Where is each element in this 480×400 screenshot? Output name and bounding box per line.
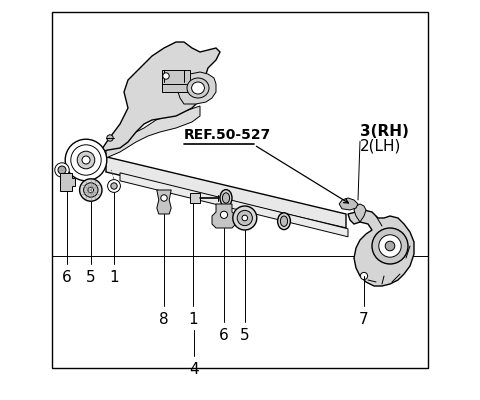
Circle shape <box>77 151 95 169</box>
Text: 5: 5 <box>86 270 96 285</box>
Ellipse shape <box>220 190 232 206</box>
Ellipse shape <box>222 193 229 203</box>
Polygon shape <box>339 198 358 210</box>
Ellipse shape <box>192 82 204 94</box>
Circle shape <box>55 163 69 177</box>
Circle shape <box>220 211 228 218</box>
Text: 6: 6 <box>62 270 72 285</box>
Polygon shape <box>106 157 346 228</box>
Ellipse shape <box>280 216 288 226</box>
Bar <box>52 12 428 368</box>
Circle shape <box>233 206 257 230</box>
Text: 1: 1 <box>188 312 198 327</box>
Circle shape <box>84 183 98 197</box>
Text: 7: 7 <box>359 312 369 327</box>
Bar <box>162 70 190 92</box>
Circle shape <box>237 210 252 226</box>
Text: 8: 8 <box>159 312 169 327</box>
Circle shape <box>163 73 169 79</box>
Text: 1: 1 <box>109 270 119 285</box>
Circle shape <box>111 183 117 189</box>
Circle shape <box>242 215 248 221</box>
Circle shape <box>161 195 167 201</box>
Circle shape <box>360 272 368 280</box>
Text: 3(RH): 3(RH) <box>360 124 409 140</box>
Polygon shape <box>120 173 348 237</box>
Polygon shape <box>354 204 366 222</box>
Text: 2(LH): 2(LH) <box>360 138 401 154</box>
Text: REF.50-527: REF.50-527 <box>184 128 271 142</box>
Bar <box>190 193 200 203</box>
Polygon shape <box>100 42 220 152</box>
Circle shape <box>71 145 101 175</box>
Ellipse shape <box>187 78 209 98</box>
Circle shape <box>58 166 66 174</box>
Text: 6: 6 <box>219 328 229 343</box>
Polygon shape <box>60 173 75 191</box>
Circle shape <box>385 241 395 251</box>
Polygon shape <box>106 106 200 158</box>
Circle shape <box>107 135 113 141</box>
Polygon shape <box>212 204 236 228</box>
Circle shape <box>65 139 107 181</box>
Text: 4: 4 <box>189 362 199 377</box>
Polygon shape <box>178 72 216 104</box>
Circle shape <box>108 180 120 192</box>
Circle shape <box>80 179 102 201</box>
Circle shape <box>82 156 90 164</box>
Polygon shape <box>348 210 414 286</box>
Circle shape <box>88 187 94 193</box>
Polygon shape <box>157 190 171 214</box>
Ellipse shape <box>277 213 290 230</box>
Text: 5: 5 <box>240 328 250 343</box>
Circle shape <box>372 228 408 264</box>
Circle shape <box>379 235 401 257</box>
